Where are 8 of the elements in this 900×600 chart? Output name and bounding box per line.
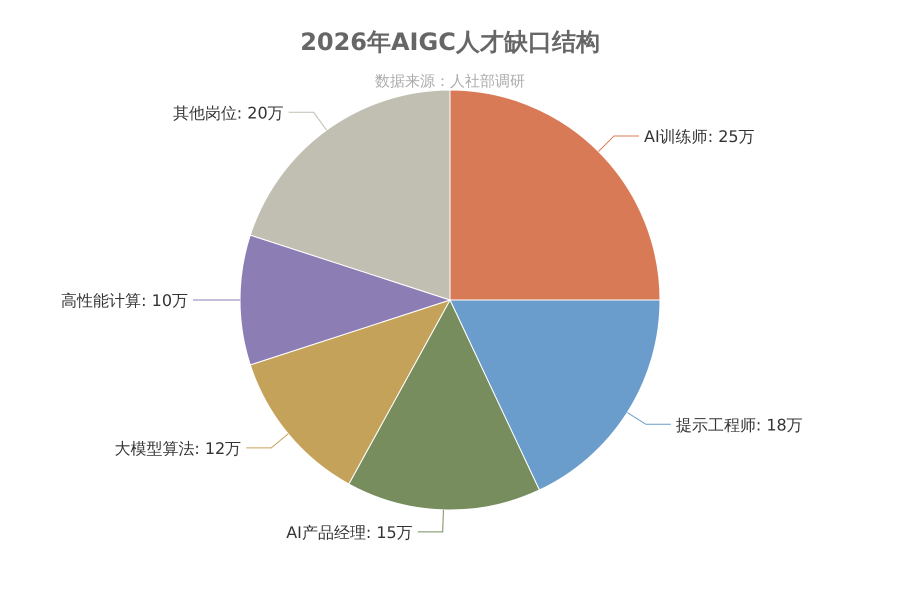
slice-label: 大模型算法: 12万 (114, 438, 242, 458)
slice-label: 其他岗位: 20万 (172, 103, 284, 122)
slice-label: AI训练师: 25万 (644, 126, 755, 146)
chart-subtitle: 数据来源：人社部调研 (375, 72, 525, 90)
slice-label: AI产品经理: 15万 (286, 522, 413, 542)
slice-label: 高性能计算: 10万 (61, 291, 188, 310)
chart-title: 2026年AIGC人才缺口结构 (300, 28, 600, 56)
slice-label: 提示工程师: 18万 (676, 415, 803, 434)
